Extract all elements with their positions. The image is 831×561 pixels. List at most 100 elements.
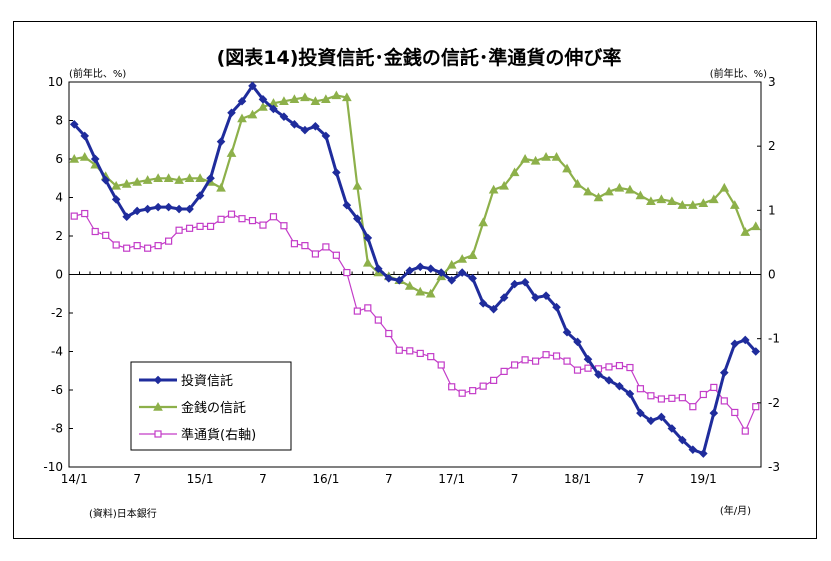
data-point-s1	[415, 262, 425, 272]
data-point-s1	[69, 120, 79, 129]
data-point-s1	[405, 266, 415, 275]
data-point-s2	[331, 90, 342, 100]
data-point-s1	[185, 204, 194, 214]
data-point-s1	[332, 168, 341, 177]
data-point-s3	[290, 240, 299, 248]
data-point-s2	[184, 173, 195, 182]
data-point-s2	[425, 288, 436, 298]
data-point-s2	[719, 182, 730, 192]
data-point-s3	[427, 353, 435, 361]
data-point-s1	[143, 204, 152, 214]
x-tick-label: 7	[511, 472, 519, 486]
data-point-s2	[415, 286, 426, 296]
data-point-s1	[531, 293, 540, 302]
data-point-s3	[227, 210, 236, 218]
data-point-s1	[499, 293, 509, 302]
left-y-tick-label: -4	[51, 345, 63, 359]
data-point-s1	[342, 200, 352, 210]
legend-label: 準通貨(右軸)	[181, 427, 256, 443]
data-point-s2	[614, 182, 625, 192]
data-point-s2	[132, 177, 143, 186]
chart-title: (図表14)投資信託･金銭の信託･準通貨の伸び率	[217, 46, 622, 69]
data-point-s2	[551, 152, 562, 161]
data-point-s1	[709, 408, 719, 418]
data-point-s3	[406, 347, 414, 355]
data-point-s3	[657, 395, 665, 403]
data-point-s3	[91, 227, 99, 236]
data-point-s3	[573, 366, 582, 374]
data-point-s3	[710, 383, 718, 392]
data-point-s3	[70, 212, 78, 220]
legend-marker	[153, 401, 163, 411]
data-point-s1	[520, 277, 530, 287]
data-point-s3	[102, 231, 110, 239]
data-point-s1	[90, 154, 100, 164]
data-point-s3	[81, 209, 89, 218]
data-point-s3	[238, 215, 246, 223]
data-point-s2	[69, 153, 80, 163]
data-point-s1	[719, 368, 729, 377]
data-point-s2	[583, 186, 593, 196]
data-point-s2	[247, 109, 258, 119]
data-point-s1	[384, 274, 394, 283]
left-y-tick-label: 4	[55, 191, 63, 205]
data-point-s2	[562, 163, 572, 173]
data-point-s3	[175, 226, 183, 234]
data-point-s1	[562, 327, 572, 337]
data-point-s2	[478, 217, 489, 227]
data-point-s1	[321, 131, 331, 141]
source-note: (資料)日本銀行	[89, 507, 157, 520]
x-tick-label: 7	[385, 472, 393, 486]
data-point-s2	[530, 155, 541, 165]
data-point-s3	[542, 351, 550, 359]
data-point-s3	[584, 364, 592, 372]
x-tick-label: 17/1	[438, 472, 465, 486]
data-point-s2	[121, 178, 132, 188]
data-point-s1	[541, 291, 551, 300]
data-point-s1	[353, 214, 362, 223]
data-point-s3	[385, 329, 393, 338]
data-point-s2	[687, 200, 698, 209]
data-point-s3	[731, 408, 739, 417]
data-point-s1	[478, 299, 488, 308]
data-point-s3	[311, 250, 319, 258]
data-point-s1	[489, 304, 498, 314]
x-axis-unit: (年/月)	[720, 504, 751, 517]
data-point-s3	[636, 385, 645, 393]
data-point-s2	[79, 152, 90, 161]
data-point-s3	[322, 243, 330, 251]
data-point-s1	[132, 206, 142, 216]
data-point-s3	[458, 389, 466, 397]
data-point-s3	[165, 237, 173, 245]
data-point-s2	[404, 281, 415, 290]
right-axis-unit: (前年比、%)	[710, 67, 767, 80]
data-point-s1	[237, 96, 247, 106]
data-point-s2	[604, 186, 614, 196]
data-point-s1	[625, 389, 635, 399]
data-point-s2	[457, 254, 468, 263]
data-point-s2	[341, 92, 352, 102]
data-point-s2	[698, 198, 709, 207]
data-point-s2	[310, 96, 321, 105]
data-point-s3	[605, 363, 613, 371]
left-y-tick-label: -10	[43, 460, 63, 474]
data-point-s3	[668, 394, 676, 402]
data-point-s1	[290, 120, 299, 129]
data-point-s2	[646, 196, 656, 206]
data-point-s3	[133, 242, 141, 250]
data-point-s1	[363, 233, 373, 243]
data-point-s1	[583, 354, 593, 364]
data-point-s3	[563, 357, 571, 365]
data-point-s1	[153, 202, 163, 212]
data-point-s1	[646, 416, 656, 426]
data-point-s3	[280, 222, 288, 230]
data-point-s2	[362, 257, 373, 267]
data-point-s2	[111, 180, 122, 190]
data-point-s3	[343, 268, 351, 277]
data-point-s1	[457, 268, 467, 277]
data-point-s1	[300, 125, 310, 135]
legend-marker	[153, 375, 163, 385]
data-point-s3	[248, 217, 257, 225]
data-point-s1	[394, 275, 404, 285]
